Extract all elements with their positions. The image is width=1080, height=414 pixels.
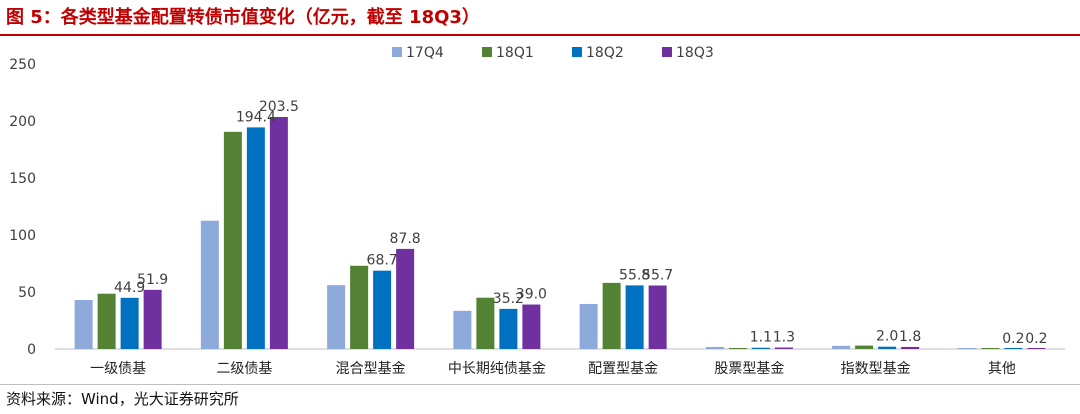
data-label: 194.4	[236, 109, 276, 125]
bar-18q2-7	[1004, 348, 1023, 349]
bar-18q1-6	[855, 345, 874, 349]
bar-17q4-1	[200, 220, 219, 349]
data-label: 68.7	[367, 253, 398, 269]
bar-18q2-5	[751, 347, 770, 349]
bar-18q2-6	[878, 346, 897, 349]
title-divider	[0, 34, 1080, 36]
y-tick-label: 0	[27, 342, 36, 358]
x-tick-label: 二级债基	[216, 360, 272, 377]
bar-18q1-2	[350, 265, 369, 349]
bar-18q2-3	[499, 308, 518, 349]
legend-label: 18Q1	[496, 45, 534, 61]
data-label: 0.2	[1002, 331, 1024, 347]
legend-swatch	[392, 47, 402, 57]
y-tick-label: 200	[9, 114, 36, 130]
bar-18q3-5	[774, 347, 793, 349]
bar-18q2-2	[373, 270, 392, 349]
bar-18q3-4	[648, 285, 667, 349]
bar-17q4-7	[958, 348, 977, 349]
legend-swatch	[482, 47, 492, 57]
bar-18q2-4	[625, 285, 644, 349]
data-label: 0.2	[1025, 331, 1047, 347]
data-label: 1.3	[773, 330, 795, 346]
bar-17q4-3	[453, 310, 472, 349]
data-label: 35.2	[493, 291, 524, 307]
bar-18q3-0	[143, 289, 162, 349]
chart-title: 图 5：各类型基金配置转债市值变化（亿元，截至 18Q3）	[6, 7, 480, 28]
bar-17q4-6	[832, 345, 851, 349]
legend-label: 17Q4	[406, 45, 444, 61]
data-label: 55.7	[642, 268, 673, 284]
bar-18q1-0	[97, 293, 116, 349]
data-label: 87.8	[390, 231, 421, 247]
legend-label: 18Q3	[676, 45, 714, 61]
x-tick-label: 中长期纯债基金	[448, 360, 546, 377]
source-note: 资料来源：Wind，光大证券研究所	[6, 390, 239, 408]
x-tick-label: 其他	[988, 361, 1016, 377]
bar-17q4-5	[705, 346, 724, 349]
y-tick-label: 150	[9, 171, 36, 187]
bar-18q3-6	[901, 346, 920, 349]
data-label: 51.9	[137, 272, 168, 288]
bar-18q2-0	[120, 297, 139, 349]
x-tick-label: 混合型基金	[336, 360, 406, 377]
data-label: 2.0	[876, 329, 898, 345]
legend-label: 18Q2	[586, 45, 624, 61]
bar-18q3-1	[269, 117, 288, 349]
x-tick-label: 股票型基金	[714, 360, 784, 377]
data-label: 1.1	[750, 330, 772, 346]
x-tick-label: 配置型基金	[588, 360, 658, 377]
data-label: 203.5	[259, 99, 299, 115]
source-divider	[0, 384, 1080, 385]
data-label: 1.8	[899, 329, 921, 345]
bar-17q4-2	[327, 285, 346, 349]
bar-18q3-3	[522, 304, 541, 349]
y-tick-label: 100	[9, 228, 36, 244]
bar-17q4-4	[579, 303, 598, 349]
bar-18q1-4	[602, 282, 621, 349]
bar-18q1-5	[728, 348, 747, 349]
y-tick-label: 250	[9, 57, 36, 73]
legend-swatch	[662, 47, 672, 57]
bar-17q4-0	[74, 299, 93, 349]
y-tick-label: 50	[18, 285, 36, 301]
bar-chart: 0 50 100 150 200 250 一级债基 二级债基 混合型基金 中长期纯债基金 配置型基金…	[9, 45, 1065, 377]
bar-18q1-3	[476, 297, 495, 349]
x-tick-label: 指数型基金	[841, 360, 911, 377]
bar-18q3-7	[1027, 348, 1046, 349]
bar-18q2-1	[246, 127, 265, 349]
data-label: 44.9	[114, 280, 145, 296]
bar-18q1-7	[981, 348, 1000, 349]
bar-18q1-1	[223, 131, 242, 349]
x-tick-label: 一级债基	[90, 360, 146, 377]
legend-swatch	[572, 47, 582, 57]
data-label: 39.0	[516, 287, 547, 303]
bar-18q3-2	[396, 248, 415, 349]
data-label: 55.8	[619, 267, 650, 283]
